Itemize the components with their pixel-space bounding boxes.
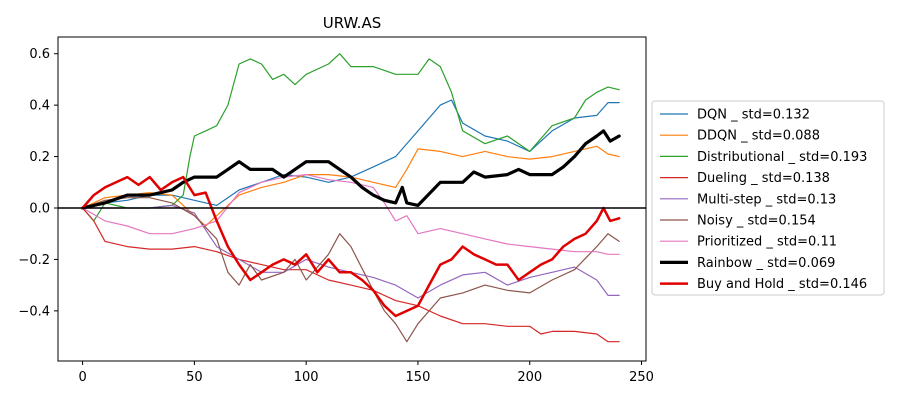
x-tick-label: 0 xyxy=(78,370,86,385)
legend-label: Buy and Hold _ std=0.146 xyxy=(697,277,867,292)
legend-label: Distributional _ std=0.193 xyxy=(697,150,867,165)
legend-item: DQN _ std=0.132 xyxy=(660,108,810,123)
legend-item: Multi-step _ std=0.13 xyxy=(660,192,836,207)
legend-box xyxy=(651,100,885,296)
y-axis: −0.4 −0.2 0.0 0.2 0.4 0.6 xyxy=(18,47,58,319)
legend-item: Buy and Hold _ std=0.146 xyxy=(660,277,867,292)
x-tick-label: 250 xyxy=(629,370,654,385)
series-line-prioritized xyxy=(82,174,620,255)
plot-frame xyxy=(57,36,647,362)
legend-label: Prioritized _ std=0.11 xyxy=(697,235,837,250)
legend-item: Prioritized _ std=0.11 xyxy=(660,235,837,250)
legend-label: DDQN _ std=0.088 xyxy=(697,129,820,144)
y-tick-label: 0.6 xyxy=(29,47,50,62)
x-axis: 0 50 100 150 200 250 xyxy=(78,361,654,385)
legend-label: Multi-step _ std=0.13 xyxy=(697,192,836,207)
series-group xyxy=(81,53,621,343)
legend-item: Dueling _ std=0.138 xyxy=(660,171,830,186)
series-line-dueling xyxy=(82,207,620,343)
series-line-dqn xyxy=(82,99,620,209)
series-line-noisy xyxy=(82,197,620,343)
series-line-buy-and-hold xyxy=(81,175,621,318)
legend: DQN _ std=0.132 DDQN _ std=0.088 Distribut… xyxy=(651,100,885,296)
x-tick-label: 200 xyxy=(517,370,542,385)
legend-label: DQN _ std=0.132 xyxy=(697,108,810,123)
series-line-rainbow xyxy=(81,129,621,210)
x-tick-label: 150 xyxy=(406,370,431,385)
legend-label: Dueling _ std=0.138 xyxy=(697,171,830,186)
y-tick-label: −0.4 xyxy=(18,304,50,319)
y-tick-label: 0.2 xyxy=(29,150,50,165)
x-tick-label: 50 xyxy=(186,370,203,385)
series-line-ddqn xyxy=(82,145,620,227)
x-tick-label: 100 xyxy=(294,370,319,385)
legend-item: Rainbow _ std=0.069 xyxy=(660,256,835,271)
y-tick-label: 0.0 xyxy=(29,202,50,217)
y-tick-label: −0.2 xyxy=(18,253,50,268)
legend-item: Noisy _ std=0.154 xyxy=(660,214,816,229)
legend-item: DDQN _ std=0.088 xyxy=(660,129,820,144)
legend-label: Rainbow _ std=0.069 xyxy=(697,256,835,271)
legend-label: Noisy _ std=0.154 xyxy=(697,214,816,229)
legend-item: Distributional _ std=0.193 xyxy=(660,150,867,165)
y-tick-label: 0.4 xyxy=(29,99,50,114)
chart-title: URW.AS xyxy=(323,14,381,32)
series-line-multi-step xyxy=(82,204,620,299)
